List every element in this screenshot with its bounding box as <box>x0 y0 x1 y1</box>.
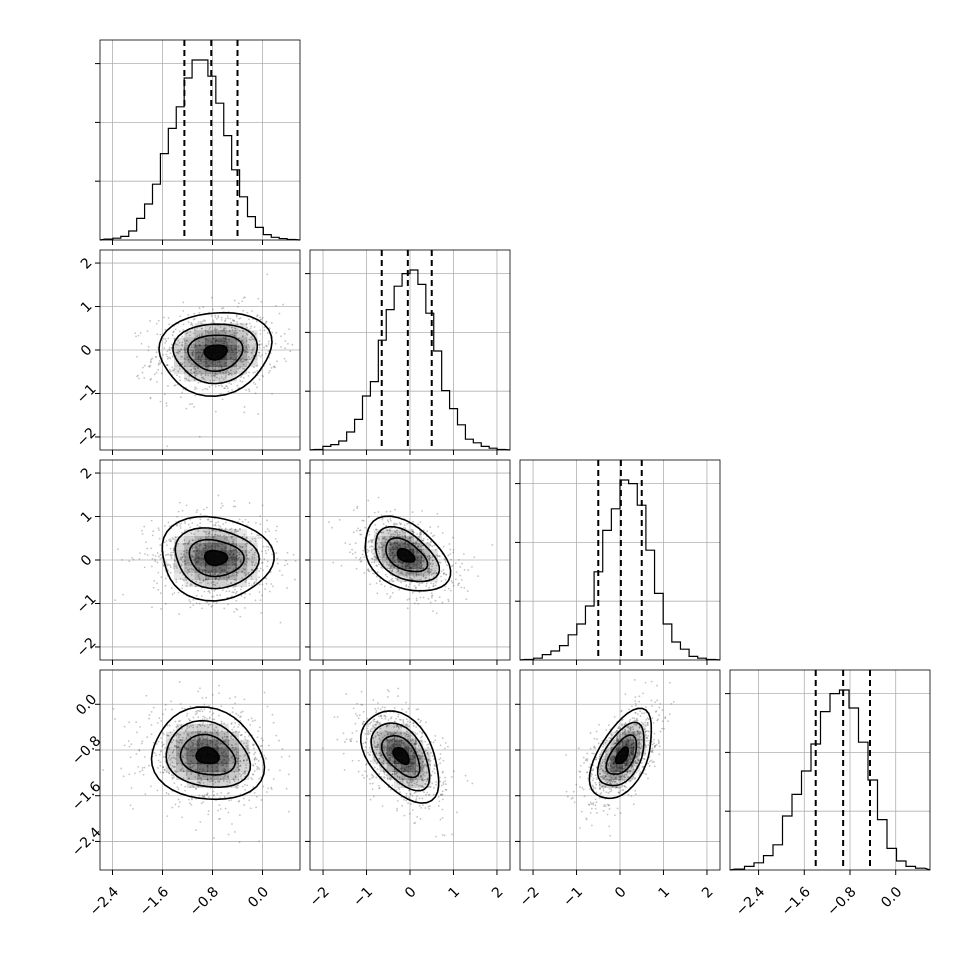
x-tick-label: −0.8 <box>187 884 222 919</box>
contour-line <box>396 547 416 563</box>
contour-line <box>614 746 629 765</box>
y-tick-label: 0.0 <box>73 691 100 718</box>
x-tick-label: 0 <box>612 884 630 902</box>
y-tick-label: 2 <box>78 255 96 273</box>
panel-frame <box>519 669 721 871</box>
scatter-panel-1-0: −2 −1 0 1 2 <box>74 249 301 455</box>
panel-frame <box>729 669 931 871</box>
histogram-step <box>729 689 931 871</box>
contour-line <box>158 311 273 398</box>
y-tick-label: −1 <box>74 381 100 407</box>
panel-frame <box>309 669 511 871</box>
x-tick-label: −2 <box>517 884 543 910</box>
contour-line <box>179 733 237 776</box>
contour-line <box>187 334 244 373</box>
y-tick-label: −1 <box>74 591 100 617</box>
contour-line <box>392 747 410 766</box>
contour-line <box>374 525 441 583</box>
panel-frame <box>99 669 301 871</box>
hist-panel-0 <box>95 39 301 245</box>
contour-line <box>364 515 452 592</box>
density-blocks <box>173 323 258 382</box>
x-tick-label: −1 <box>560 884 586 910</box>
histogram-step <box>309 269 511 451</box>
x-tick-label: −2 <box>307 884 333 910</box>
contour-line <box>188 538 245 578</box>
contour-line <box>161 515 275 602</box>
hist-panel-2 <box>515 459 721 665</box>
y-tick-label: −2 <box>74 425 100 451</box>
x-tick-label: −0.8 <box>824 884 859 919</box>
contour-line <box>195 746 220 765</box>
panel-bg <box>100 40 300 240</box>
contour-line <box>203 344 228 361</box>
hist-panel-3: −2.4 −1.6 −0.8 0.0 <box>725 669 931 919</box>
x-tick-label: 0 <box>402 884 420 902</box>
contour-line <box>203 549 229 567</box>
contour-line <box>370 722 431 792</box>
y-tick-label: −2 <box>74 635 100 661</box>
panel-frame <box>309 459 511 661</box>
x-tick-label: −2.4 <box>87 884 122 919</box>
panel-frame <box>309 249 511 451</box>
y-tick-label: −0.8 <box>69 733 104 768</box>
contour-line <box>359 710 440 804</box>
contour-line <box>165 719 252 789</box>
contour-line <box>150 706 266 801</box>
x-tick-label: 2 <box>699 884 717 902</box>
scatter-panel-3-1: −2 −1 0 1 2 <box>305 669 511 910</box>
x-tick-label: 0.0 <box>878 884 905 911</box>
x-tick-label: −1.6 <box>137 884 172 919</box>
y-tick-label: −2.4 <box>69 824 104 859</box>
contour-line <box>588 707 653 800</box>
y-tick-label: 1 <box>78 298 96 316</box>
scatter-panel-2-0: −2 −1 0 1 2 <box>74 459 301 665</box>
x-tick-label: 2 <box>489 884 507 902</box>
contour-line <box>172 323 259 385</box>
x-tick-label: 1 <box>446 884 464 902</box>
scatter-panel-2-1 <box>305 459 511 665</box>
y-tick-label: −1.6 <box>69 779 104 814</box>
x-tick-label: 0.0 <box>245 884 272 911</box>
panel-frame <box>99 39 301 241</box>
panel-frame <box>99 459 301 661</box>
histogram-step <box>99 59 301 241</box>
contour-line <box>174 527 261 590</box>
y-tick-label: 0 <box>78 552 96 570</box>
x-tick-label: −1 <box>350 884 376 910</box>
contour-line <box>385 537 429 573</box>
contour-line <box>605 734 638 775</box>
x-tick-label: −1.6 <box>779 884 814 919</box>
scatter-panel-3-0: −2.4 −1.6 −0.8 0.0 −2.4 −1.6 −0.8 0.0 <box>69 669 301 919</box>
contour-line <box>596 721 645 787</box>
contour-line <box>380 735 421 779</box>
y-tick-label: 0 <box>78 342 96 360</box>
x-tick-label: 1 <box>656 884 674 902</box>
panel-frame <box>99 249 301 451</box>
density-blocks <box>165 723 250 789</box>
y-tick-label: 1 <box>78 508 96 526</box>
y-tick-label: 2 <box>78 465 96 483</box>
x-tick-label: −2.4 <box>733 884 768 919</box>
panel-frame <box>519 459 721 661</box>
hist-panel-1 <box>305 249 511 455</box>
scatter-panel-3-2: −2 −1 0 1 2 <box>515 669 721 910</box>
